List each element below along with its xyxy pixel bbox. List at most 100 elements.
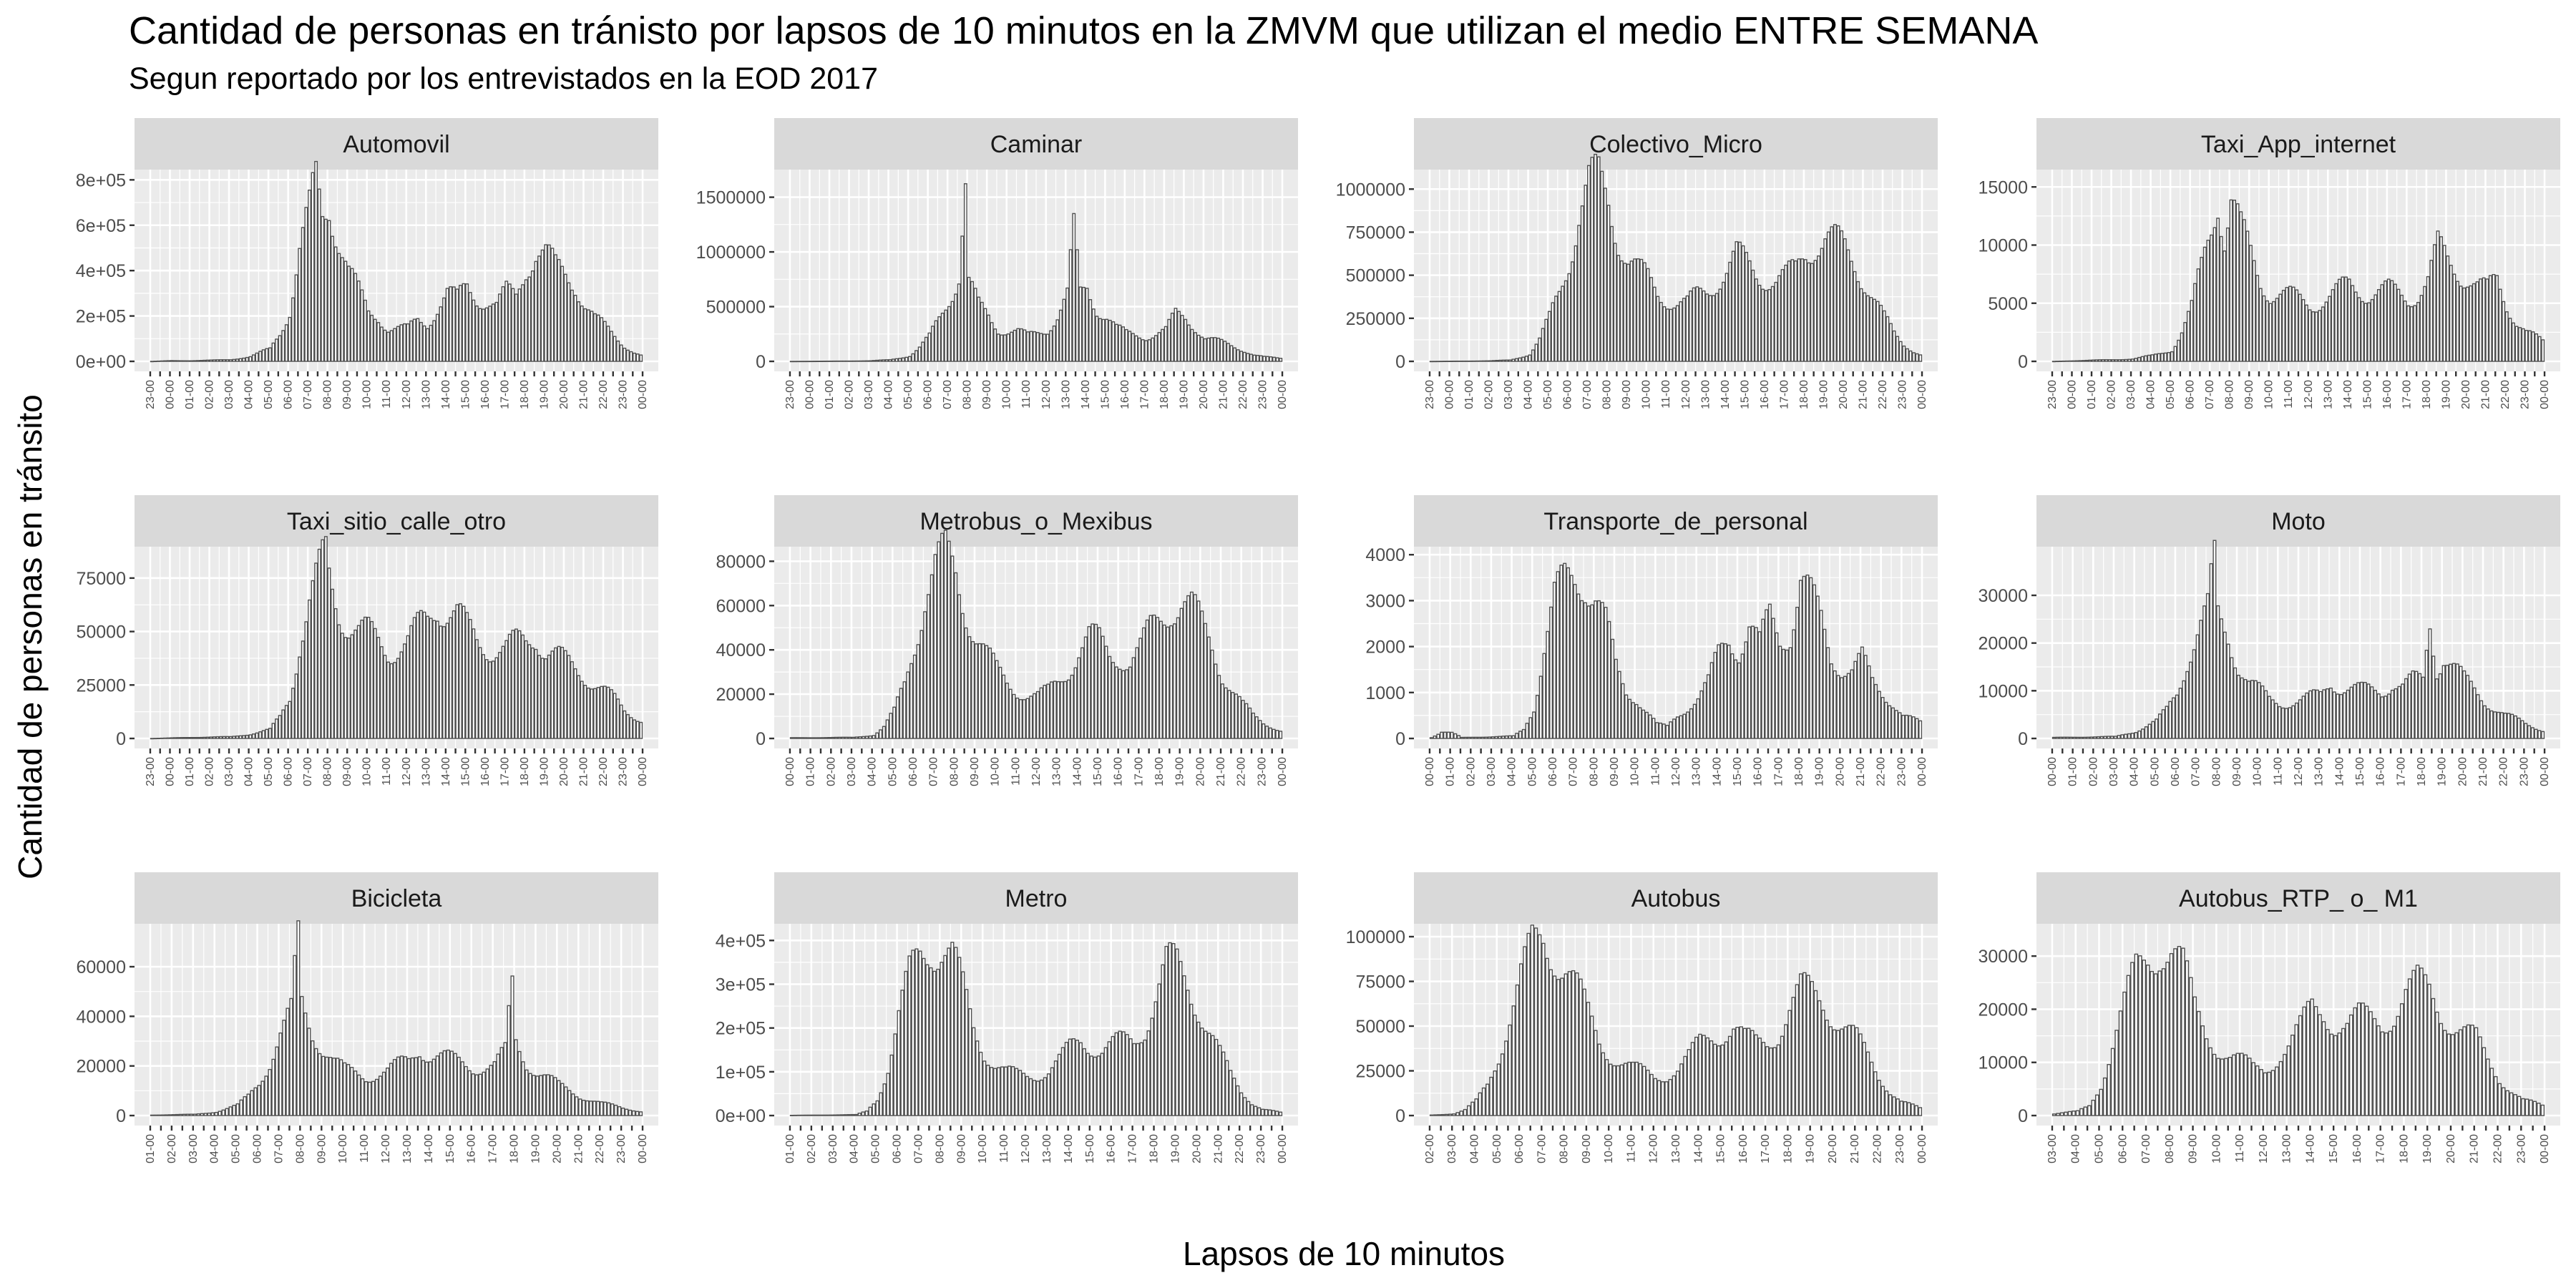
bar bbox=[2524, 1098, 2529, 1116]
bar bbox=[1571, 970, 1576, 1116]
bar bbox=[596, 1101, 600, 1116]
bar bbox=[2499, 712, 2504, 739]
bar bbox=[2104, 358, 2109, 362]
x-tick-label: 03-00 bbox=[1446, 1134, 1458, 1163]
x-tick-label: 02-00 bbox=[825, 757, 837, 786]
bar bbox=[1498, 359, 1503, 362]
facet-strip bbox=[135, 872, 658, 924]
bar bbox=[1518, 357, 1522, 362]
bar bbox=[2233, 667, 2238, 739]
y-tick-label: 0e+00 bbox=[716, 1106, 766, 1126]
y-tick-label: 80000 bbox=[716, 552, 766, 572]
bar bbox=[1440, 731, 1444, 739]
bar bbox=[2124, 358, 2128, 362]
bar bbox=[1784, 1024, 1788, 1116]
bar bbox=[1504, 1040, 1508, 1116]
bar bbox=[2290, 1034, 2295, 1116]
bar bbox=[245, 356, 249, 362]
bar bbox=[1128, 1038, 1133, 1116]
bar bbox=[1604, 607, 1608, 739]
bar bbox=[1124, 328, 1128, 362]
bar bbox=[1795, 984, 1800, 1116]
bar bbox=[1696, 698, 1700, 739]
bar bbox=[1590, 157, 1594, 362]
x-tick-label: 19-00 bbox=[2440, 380, 2452, 409]
bar bbox=[1559, 565, 1563, 739]
bar bbox=[2301, 696, 2306, 739]
bar bbox=[2329, 1033, 2334, 1116]
y-tick-label: 1000 bbox=[1365, 683, 1405, 703]
bar bbox=[2435, 678, 2439, 739]
bar bbox=[1915, 353, 1919, 362]
bar bbox=[474, 1074, 479, 1116]
bar bbox=[489, 1065, 493, 1116]
bar bbox=[2353, 683, 2357, 739]
x-tick-label: 17-00 bbox=[1778, 380, 1790, 409]
bar bbox=[2372, 1018, 2377, 1116]
bar bbox=[1532, 711, 1536, 739]
x-tick-label: 17-00 bbox=[1138, 380, 1151, 409]
bar bbox=[1025, 1075, 1030, 1116]
bar bbox=[900, 990, 904, 1116]
facet-title: Metrobus_o_Mexibus bbox=[919, 508, 1152, 535]
bar bbox=[1613, 243, 1617, 362]
bar bbox=[2489, 710, 2494, 739]
bar bbox=[2361, 1002, 2365, 1116]
x-tick-label: 12-00 bbox=[2293, 757, 2305, 786]
x-tick-label: 04-00 bbox=[883, 380, 895, 409]
bar bbox=[1104, 645, 1108, 739]
bar bbox=[934, 320, 938, 362]
x-tick-label: 00-00 bbox=[2539, 757, 2551, 786]
bar bbox=[799, 361, 804, 363]
bar bbox=[1261, 1108, 1265, 1116]
bar bbox=[2348, 1014, 2353, 1116]
bar bbox=[936, 968, 940, 1116]
bar bbox=[1546, 630, 1550, 739]
bar bbox=[814, 1114, 819, 1116]
bar bbox=[1823, 628, 1827, 739]
bar bbox=[232, 358, 236, 362]
x-tick-label: 00-00 bbox=[1916, 757, 1928, 786]
bar bbox=[635, 721, 640, 739]
bar bbox=[2409, 306, 2414, 362]
bar bbox=[1875, 301, 1880, 362]
bar bbox=[1043, 685, 1047, 739]
x-tick-label: 14-00 bbox=[1063, 1134, 1075, 1163]
bar bbox=[1557, 291, 1561, 362]
bar bbox=[550, 650, 555, 739]
bar bbox=[1551, 302, 1555, 362]
bar bbox=[864, 736, 869, 739]
bar bbox=[940, 312, 945, 362]
bar bbox=[2431, 655, 2436, 739]
bar bbox=[1239, 351, 1244, 362]
bar bbox=[2091, 359, 2095, 362]
bar bbox=[1508, 1024, 1512, 1116]
bar bbox=[957, 957, 962, 1116]
bar bbox=[1538, 337, 1542, 362]
bar bbox=[424, 1061, 429, 1116]
bar bbox=[2513, 1094, 2517, 1116]
bar bbox=[789, 361, 794, 363]
bar bbox=[940, 962, 944, 1116]
bar bbox=[2407, 978, 2412, 1116]
bar bbox=[2223, 631, 2227, 739]
bar bbox=[499, 1047, 504, 1116]
x-tick-label: 03-00 bbox=[223, 757, 235, 786]
x-tick-label: 04-00 bbox=[243, 380, 255, 409]
bar bbox=[225, 1108, 229, 1116]
bar bbox=[1888, 705, 1892, 739]
bar bbox=[1211, 1035, 1215, 1116]
bar bbox=[360, 619, 364, 739]
bar bbox=[1594, 153, 1598, 362]
x-tick-label: 19-00 bbox=[1805, 1134, 1817, 1163]
bar bbox=[539, 1075, 543, 1116]
bar bbox=[1590, 604, 1594, 739]
bar bbox=[2288, 286, 2292, 362]
bar bbox=[1237, 696, 1241, 739]
bar bbox=[639, 721, 643, 739]
facet-title: Taxi_sitio_calle_otro bbox=[287, 508, 506, 535]
bar bbox=[862, 736, 866, 739]
bar bbox=[530, 647, 535, 739]
bar bbox=[993, 328, 997, 362]
